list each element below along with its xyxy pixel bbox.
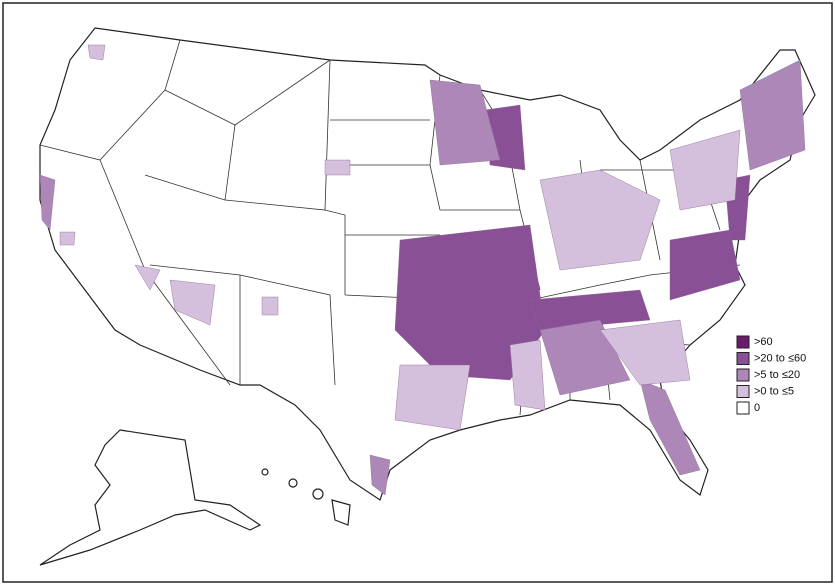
county-cluster	[169, 279, 216, 326]
legend-swatch	[736, 335, 750, 349]
county-cluster	[529, 289, 651, 331]
legend-label: >20 to ≤60	[754, 352, 806, 364]
legend-swatch	[736, 368, 750, 382]
alaska	[39, 429, 262, 566]
county-cluster	[539, 169, 661, 271]
county-cluster	[59, 231, 76, 246]
county-cluster	[429, 79, 501, 166]
legend-label: 0	[754, 402, 760, 414]
county-cluster	[39, 174, 56, 231]
legend-swatch	[736, 401, 750, 415]
legend-swatch	[736, 352, 750, 365]
hawaii-island	[331, 499, 351, 526]
county-cluster	[87, 44, 106, 61]
county-cluster	[394, 364, 471, 431]
county-cluster	[394, 224, 546, 381]
county-cluster	[599, 319, 691, 386]
alaska-outline	[39, 429, 262, 566]
county-cluster	[261, 296, 279, 316]
hawaii-island	[288, 478, 298, 488]
hawaii-island	[261, 468, 269, 476]
county-cluster	[134, 264, 161, 291]
county-cluster	[509, 339, 546, 411]
legend: >60 >20 to ≤60 >5 to ≤20 >0 to ≤5 0	[736, 335, 806, 415]
legend-swatch	[736, 385, 750, 398]
county-cluster	[739, 59, 806, 171]
county-cluster	[639, 379, 701, 476]
county-cluster	[369, 454, 391, 496]
legend-label: >0 to ≤5	[754, 385, 794, 397]
county-fills	[39, 44, 806, 496]
hawaii-island	[312, 488, 324, 500]
legend-label: >5 to ≤20	[754, 369, 800, 381]
county-cluster	[669, 229, 741, 301]
legend-label: >60	[754, 336, 773, 348]
county-cluster	[669, 129, 741, 211]
county-cluster	[324, 159, 351, 176]
hawaii	[261, 468, 351, 526]
